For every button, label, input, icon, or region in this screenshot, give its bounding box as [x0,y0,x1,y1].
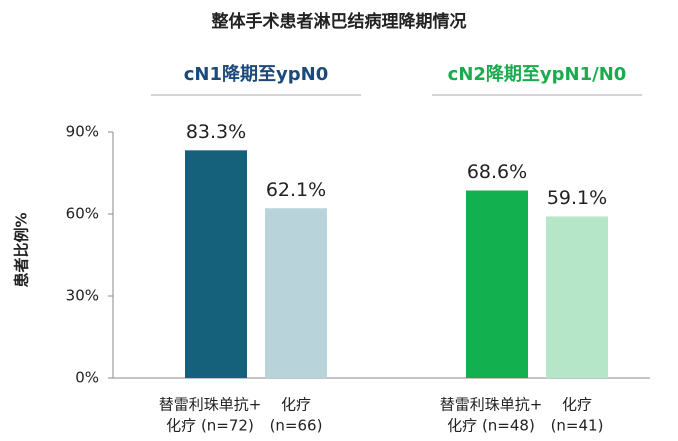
y-tick-label: 0% [75,369,99,387]
y-tick-label: 90% [66,123,99,141]
x-tick-label: (n=66) [270,417,323,435]
x-tick-label: 化疗 [562,396,592,414]
x-tick-label: 替雷利珠单抗+ [159,396,262,414]
x-tick-label: 替雷利珠单抗+ [440,396,543,414]
x-tick-label: 化疗 [281,396,311,414]
value-label: 59.1% [547,187,607,209]
y-axis-label: 患者比例% [13,212,31,287]
group-title: cN1降期至ypN0 [184,63,328,85]
group-title: cN2降期至ypN1/N0 [448,63,627,85]
chart-title: 整体手术患者淋巴结病理降期情况 [212,11,467,32]
y-tick-label: 60% [66,205,99,223]
bar [466,190,528,378]
bar [546,216,608,378]
bar [265,208,327,378]
y-tick-label: 30% [66,287,99,305]
value-label: 83.3% [186,121,246,143]
x-tick-label: 化疗 (n=72) [166,417,254,435]
x-tick-label: (n=41) [551,417,604,435]
value-label: 62.1% [266,179,326,201]
bar [185,150,247,378]
x-tick-label: 化疗 (n=48) [447,417,535,435]
value-label: 68.6% [467,161,527,183]
